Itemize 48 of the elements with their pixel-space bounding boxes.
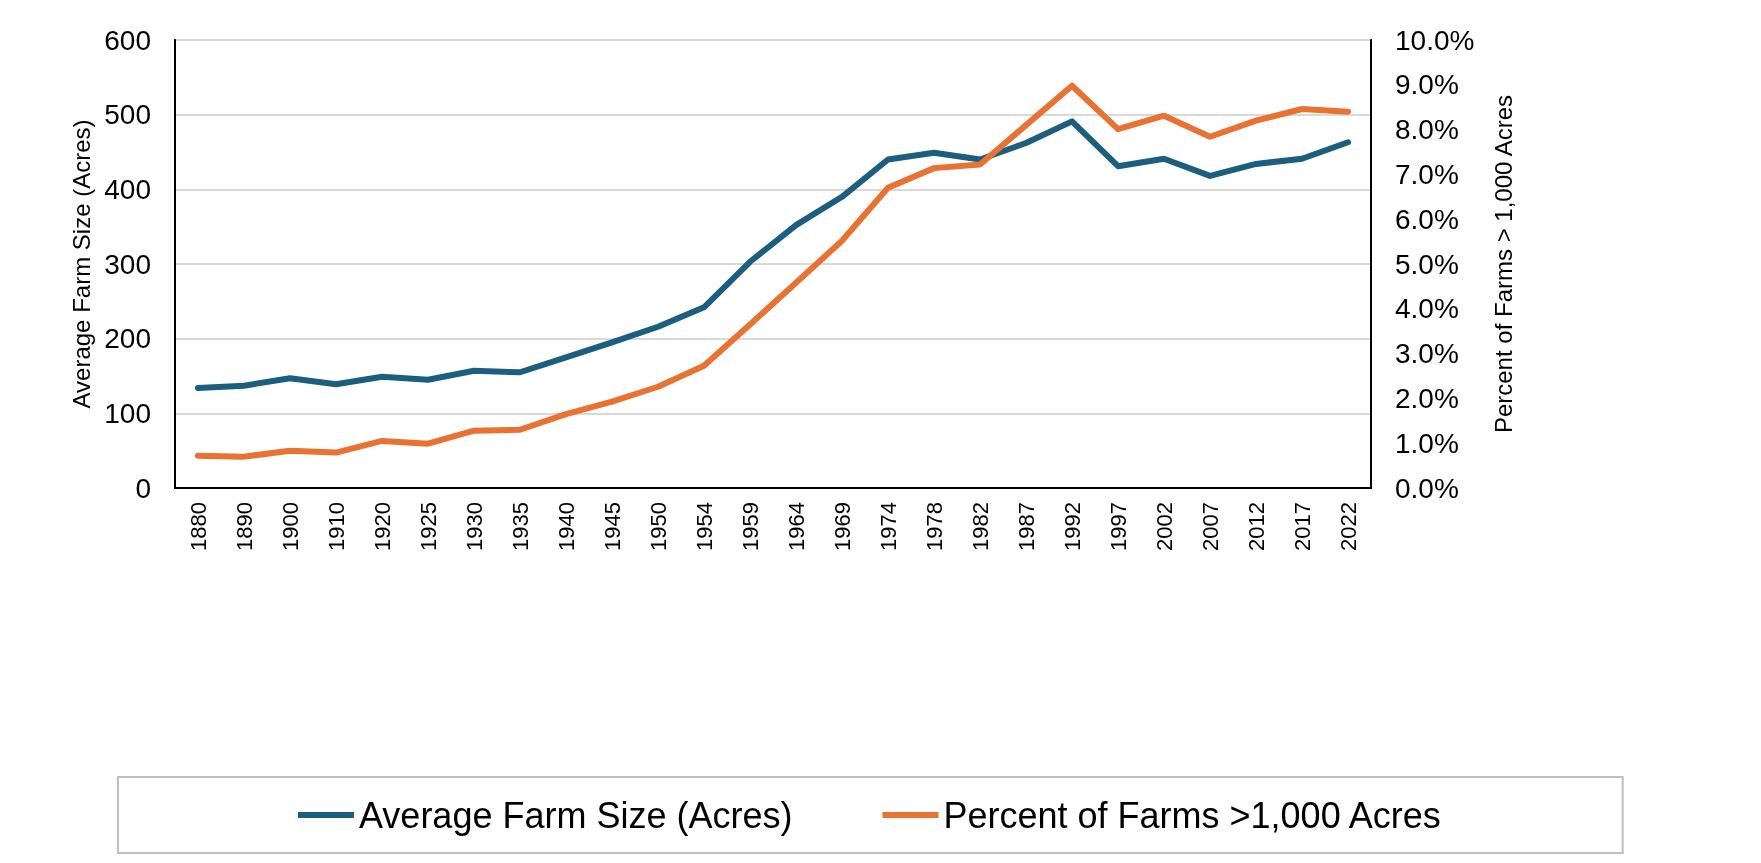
y2-tick-label: 3.0%	[1395, 338, 1459, 370]
y2-tick-label: 5.0%	[1395, 248, 1459, 280]
y2-tick-label: 9.0%	[1395, 69, 1459, 101]
x-tick-label: 1945	[599, 502, 625, 551]
y-tick-label: 0	[135, 472, 151, 504]
y2-tick-label: 0.0%	[1395, 472, 1459, 504]
x-tick-label: 1890	[231, 502, 257, 551]
x-tick-label: 1954	[691, 502, 717, 551]
legend-label: Percent of Farms >1,000 Acres	[943, 794, 1441, 836]
x-tick-label: 1987	[1013, 502, 1039, 551]
x-tick-label: 1930	[461, 502, 487, 551]
y-tick-label: 100	[104, 397, 151, 429]
x-tick-label: 1950	[645, 502, 671, 551]
y-tick-label: 600	[104, 24, 151, 56]
y2-tick-label: 4.0%	[1395, 293, 1459, 325]
x-tick-label: 1920	[369, 502, 395, 551]
x-tick-label: 1935	[507, 502, 533, 551]
y2-tick-label: 6.0%	[1395, 203, 1459, 235]
x-tick-label: 1925	[415, 502, 441, 551]
x-tick-label: 1959	[737, 502, 763, 551]
y2-tick-label: 2.0%	[1395, 382, 1459, 414]
x-tick-label: 1982	[967, 502, 993, 551]
y-tick-label: 300	[104, 248, 151, 280]
y-tick-label: 400	[104, 173, 151, 205]
x-tick-label: 1880	[185, 502, 211, 551]
y2-tick-label: 8.0%	[1395, 114, 1459, 146]
x-tick-label: 1974	[875, 502, 901, 551]
y-tick-label: 200	[104, 323, 151, 355]
x-tick-label: 1964	[783, 502, 809, 551]
x-tick-label: 1910	[323, 502, 349, 551]
x-tick-label: 2017	[1289, 502, 1315, 551]
y-axis-title: Average Farm Size (Acres)	[67, 119, 95, 409]
x-tick-label: 1940	[553, 502, 579, 551]
x-tick-label: 1997	[1105, 502, 1131, 551]
y2-tick-label: 1.0%	[1395, 427, 1459, 459]
legend-label: Average Farm Size (Acres)	[359, 794, 793, 836]
x-tick-label: 2002	[1151, 502, 1177, 551]
y2-tick-label: 10.0%	[1395, 24, 1475, 56]
x-tick-label: 1992	[1059, 502, 1085, 551]
x-tick-label: 2022	[1335, 502, 1361, 551]
x-tick-label: 2012	[1243, 502, 1269, 551]
y2-axis-title: Percent of Farms > 1,000 Acres	[1489, 94, 1517, 434]
x-tick-label: 1969	[829, 502, 855, 551]
x-tick-label: 1978	[921, 502, 947, 551]
x-tick-label: 2007	[1197, 502, 1223, 551]
y-tick-label: 500	[104, 99, 151, 131]
x-tick-label: 1900	[277, 502, 303, 551]
y2-tick-label: 7.0%	[1395, 158, 1459, 190]
